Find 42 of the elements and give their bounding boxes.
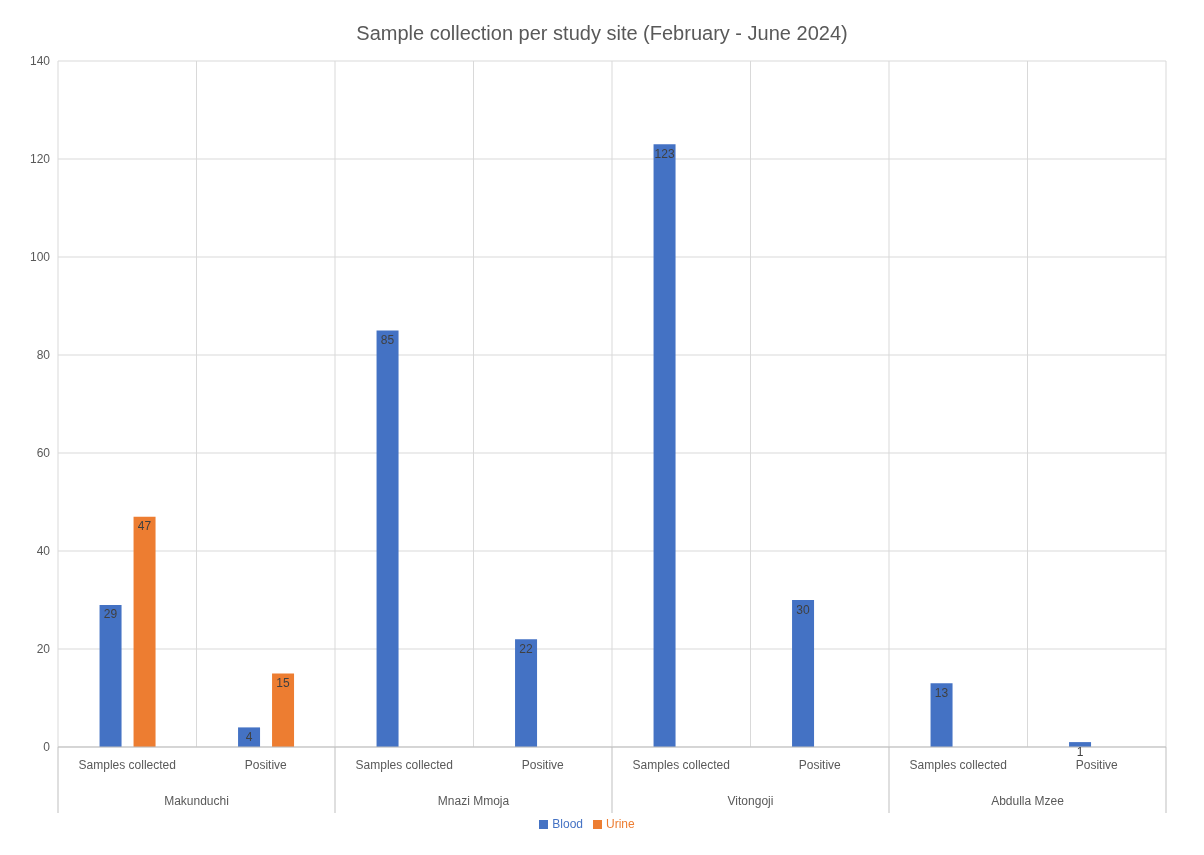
y-tick-label: 40 (36, 544, 51, 559)
y-tick-label: 0 (43, 740, 51, 755)
x-tick-label: Positive (244, 758, 288, 772)
data-label: 85 (380, 333, 395, 348)
bar (376, 330, 399, 747)
bar (930, 683, 953, 747)
text: Vitongoji (727, 794, 774, 808)
bar (133, 516, 156, 747)
y-tick-label: 60 (36, 446, 51, 461)
legend-label: Blood (552, 817, 583, 831)
x-tick-label: Positive (521, 758, 565, 772)
bar (272, 673, 295, 747)
y-tick-label: 100 (29, 250, 51, 265)
data-label: 22 (519, 641, 534, 656)
legend-label: Urine (606, 817, 635, 831)
y-tick-label: 80 (36, 348, 51, 363)
bar (99, 604, 122, 747)
data-label: 29 (103, 607, 118, 622)
text: Mnazi Mmoja (437, 794, 510, 808)
text: Abdulla Mzee (991, 794, 1065, 808)
data-label: 13 (934, 685, 949, 700)
data-label: 30 (796, 602, 811, 617)
bar (238, 727, 261, 747)
y-tick-label: 20 (36, 642, 51, 657)
bar (792, 600, 815, 747)
data-label: 15 (276, 676, 291, 691)
x-tick-label: Samples collected (632, 758, 730, 772)
x-tick-label: Positive (798, 758, 842, 772)
chart-title: Sample collection per study site (February - June 2024) (355, 21, 849, 46)
data-label: 1 (1076, 744, 1084, 759)
x-tick-label: Samples collected (78, 758, 176, 772)
x-tick-label: Positive (1075, 758, 1119, 772)
data-label: 123 (654, 146, 675, 161)
data-label: 4 (245, 729, 253, 744)
y-tick-label: 120 (29, 152, 51, 167)
bar (515, 639, 538, 747)
bar (653, 144, 676, 747)
text: Makunduchi (164, 794, 229, 808)
x-tick-label: Samples collected (909, 758, 1007, 772)
x-tick-label: Samples collected (355, 758, 453, 772)
y-tick-label: 140 (29, 54, 51, 69)
data-label: 47 (137, 519, 152, 534)
